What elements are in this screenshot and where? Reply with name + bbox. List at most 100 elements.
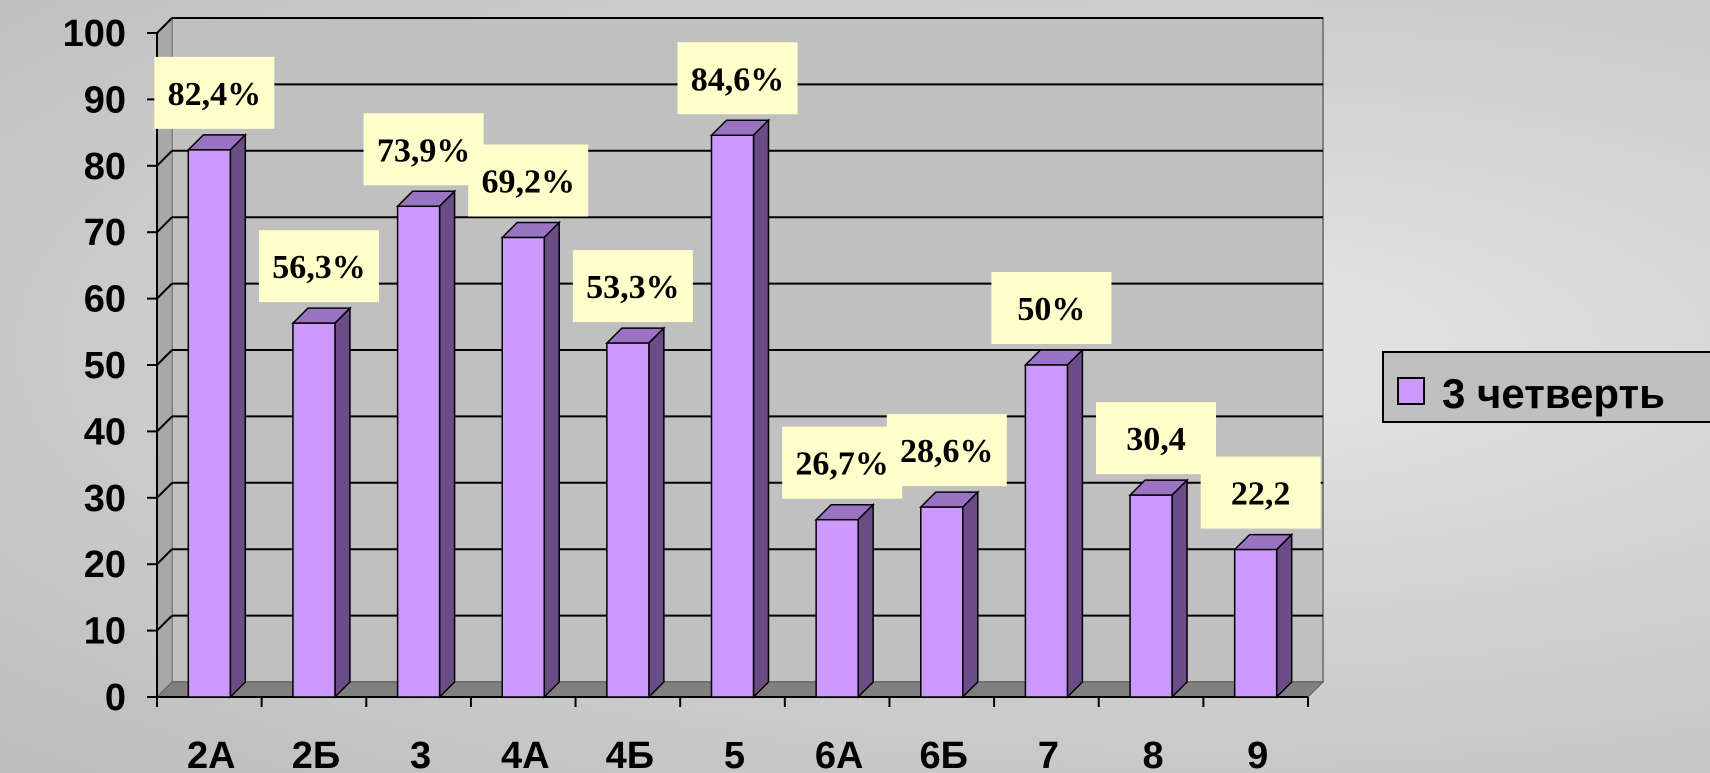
bar-side xyxy=(1066,348,1084,699)
bar-side xyxy=(543,220,560,699)
x-tick-label: 6А xyxy=(815,735,864,773)
y-axis: 0 10 20 30 40 50 60 70 80 90 100 xyxy=(63,13,158,719)
bar xyxy=(1232,532,1294,699)
bar-front xyxy=(1129,494,1173,698)
gridline-side xyxy=(156,614,173,632)
data-label-box xyxy=(258,230,379,303)
bar-front xyxy=(1233,548,1278,698)
bar xyxy=(500,220,562,699)
data-label: 53,3% xyxy=(572,250,693,323)
bar-side xyxy=(229,133,247,699)
gridline-side xyxy=(156,17,173,34)
data-label-text: 69,2% xyxy=(481,164,575,201)
bar-front xyxy=(606,342,650,698)
x-tick-label: 9 xyxy=(1247,735,1268,773)
y-tick-label: 60 xyxy=(84,279,126,321)
data-label-text: 84,6% xyxy=(691,61,785,98)
x-tick-label: 3 xyxy=(410,735,431,773)
data-label: 84,6% xyxy=(677,42,798,115)
data-label-text: 30,4 xyxy=(1126,421,1186,458)
data-label-box xyxy=(886,414,1007,487)
bar-front xyxy=(815,518,859,698)
gridline-side xyxy=(156,150,173,167)
gridline-side xyxy=(156,482,173,499)
data-label: 73,9% xyxy=(363,113,484,186)
x-tick-label: 7 xyxy=(1038,735,1059,773)
bar-front xyxy=(292,322,336,698)
bar xyxy=(291,306,352,699)
data-label: 50% xyxy=(991,272,1112,344)
y-tick-label: 40 xyxy=(84,411,126,453)
bar xyxy=(1023,348,1085,699)
x-tick-label: 8 xyxy=(1142,735,1163,773)
data-label-box xyxy=(572,250,693,323)
data-label: 22,2 xyxy=(1200,456,1321,529)
y-tick-label: 0 xyxy=(105,677,126,719)
x-axis: 2А 2Б 3 4А 4Б 5 6А 6Б 7 8 9 xyxy=(156,696,1309,773)
gridline-side xyxy=(156,349,173,366)
bar xyxy=(395,189,457,699)
x-tick-label: 4А xyxy=(501,735,550,773)
data-label-text: 53,3% xyxy=(586,269,680,306)
bar-side xyxy=(752,118,770,699)
data-label-box xyxy=(782,426,903,499)
data-label-text: 22,2 xyxy=(1231,476,1291,513)
y-tick-label: 90 xyxy=(84,79,126,121)
bar xyxy=(814,502,875,699)
data-label: 56,3% xyxy=(258,230,379,303)
data-labels: 82,4% 56,3% 73,9% 69,2% 53,3% 84,6% 26,7% 28,6%… xyxy=(154,42,1321,529)
data-label: 82,4% xyxy=(154,56,275,129)
data-label-text: 50% xyxy=(1017,291,1085,328)
y-tick-label: 30 xyxy=(84,478,126,520)
bar-front xyxy=(501,236,545,698)
data-label-box xyxy=(1200,456,1321,529)
x-tick-label: 6Б xyxy=(920,735,968,773)
bar-side xyxy=(962,490,979,699)
bar-front xyxy=(920,506,964,698)
bar-side xyxy=(334,306,351,699)
bar-side xyxy=(1171,478,1188,699)
bar-front xyxy=(187,149,232,698)
data-label-text: 82,4% xyxy=(168,76,262,113)
bar xyxy=(605,326,666,699)
data-label-text: 56,3% xyxy=(272,249,366,286)
legend-box xyxy=(1382,351,1710,423)
gridline-side xyxy=(156,548,173,565)
data-label-text: 26,7% xyxy=(795,446,889,483)
gridline-side xyxy=(156,415,173,433)
gridline-side xyxy=(156,282,173,300)
gridline-side xyxy=(156,216,173,233)
data-label: 26,7% xyxy=(782,426,903,499)
x-tick-label: 2Б xyxy=(292,735,340,773)
data-label: 30,4 xyxy=(1096,402,1217,475)
y-tick-label: 10 xyxy=(84,611,126,653)
legend: 3 четверть xyxy=(1382,351,1710,423)
legend-label: 3 четверть xyxy=(1442,370,1665,417)
bar-front xyxy=(396,205,441,698)
bars xyxy=(186,118,1294,699)
data-label-box xyxy=(1096,402,1217,475)
bar xyxy=(186,133,248,699)
data-label: 69,2% xyxy=(468,144,589,217)
x-tick-label: 5 xyxy=(724,735,745,773)
data-label-text: 73,9% xyxy=(377,132,471,169)
bar-side xyxy=(648,326,665,699)
data-label: 28,6% xyxy=(886,414,1007,487)
bar-front xyxy=(710,134,755,698)
data-label-box xyxy=(363,113,484,186)
data-label-box xyxy=(991,272,1112,344)
data-label-box xyxy=(154,56,275,129)
y-tick-label: 20 xyxy=(84,544,126,586)
data-label-text: 28,6% xyxy=(900,433,994,470)
y-tick-label: 100 xyxy=(63,13,126,55)
bar-side xyxy=(1275,532,1293,699)
bar xyxy=(1128,478,1189,699)
bar-side xyxy=(438,189,456,699)
bar xyxy=(918,490,980,699)
y-tick-label: 50 xyxy=(84,345,126,387)
x-tick-label: 2А xyxy=(187,735,236,773)
y-tick-label: 80 xyxy=(84,146,126,188)
data-label-box xyxy=(468,144,589,217)
bar-front xyxy=(1024,364,1069,698)
